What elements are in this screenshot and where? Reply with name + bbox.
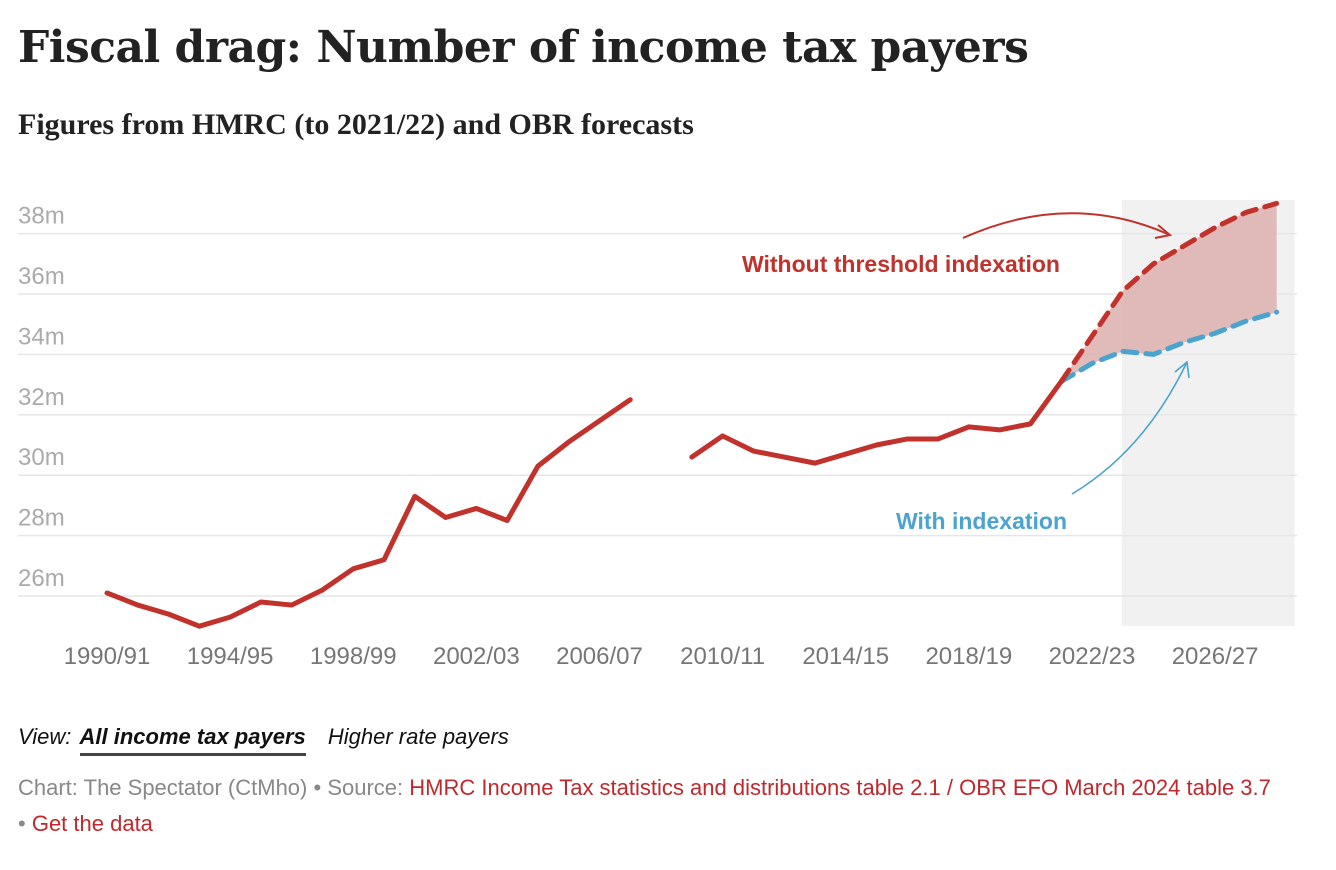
y-tick-label: 30m [18, 444, 65, 471]
view-label: View: [18, 724, 72, 749]
view-option-higher-rate-payers[interactable]: Higher rate payers [327, 724, 509, 749]
chart-subtitle: Figures from HMRC (to 2021/22) and OBR f… [18, 108, 694, 141]
x-tick-label: 1994/95 [187, 643, 274, 670]
view-option-all-income-tax-payers[interactable]: All income tax payers [79, 724, 306, 756]
series-line-hmrc-outturn [104, 397, 633, 629]
series-line-with-indexation [1058, 309, 1280, 385]
x-tick-label: 2014/15 [802, 643, 889, 670]
x-tick-label: 2026/27 [1172, 643, 1259, 670]
chart-title: Fiscal drag: Number of income tax payers [18, 22, 1029, 73]
x-tick-label: 1990/91 [64, 643, 151, 670]
annotation-label-without-indexation: Without threshold indexation [742, 251, 1060, 277]
y-tick-label: 38m [18, 203, 65, 230]
annotation-arrowhead-without-indexation [1154, 224, 1173, 239]
line-chart: 26m 28m 30m 32m 34m 36m 38m Without threshold … [18, 200, 1297, 670]
y-tick-label: 34m [18, 323, 65, 350]
series-line-without-indexation [1058, 200, 1280, 385]
source-label: Source: [327, 775, 410, 800]
y-tick-label: 28m [18, 505, 65, 532]
y-tick-label: 32m [18, 384, 65, 411]
annotation-arrowhead-with-indexation [1174, 360, 1190, 379]
chart-footer: Chart: The Spectator (CtMho) • Source: H… [18, 770, 1278, 842]
chart-credit: Chart: The Spectator (CtMho) [18, 775, 308, 800]
get-the-data-link[interactable]: Get the data [31, 811, 153, 836]
x-tick-label: 2018/19 [925, 643, 1012, 670]
x-tick-label: 2006/07 [556, 643, 643, 670]
annotation-arrow-without-indexation [962, 212, 1171, 239]
annotation-arrow-with-indexation [1071, 361, 1188, 495]
view-toggle: View: All income tax payers Higher rate … [18, 724, 523, 756]
x-tick-label: 2002/03 [433, 643, 520, 670]
x-tick-label: 2022/23 [1049, 643, 1136, 670]
x-tick-label: 1998/99 [310, 643, 397, 670]
forecast-gap-area [1061, 203, 1277, 382]
source-link[interactable]: HMRC Income Tax statistics and distribut… [409, 775, 1271, 800]
series-line-hmrc-outturn [689, 379, 1064, 466]
x-tick-label: 2010/11 [680, 643, 765, 670]
y-tick-label: 26m [18, 565, 65, 592]
footer-separator: • [307, 775, 328, 800]
y-tick-label: 36m [18, 263, 65, 290]
footer-separator: • [18, 811, 32, 836]
annotation-label-with-indexation: With indexation [896, 508, 1067, 534]
